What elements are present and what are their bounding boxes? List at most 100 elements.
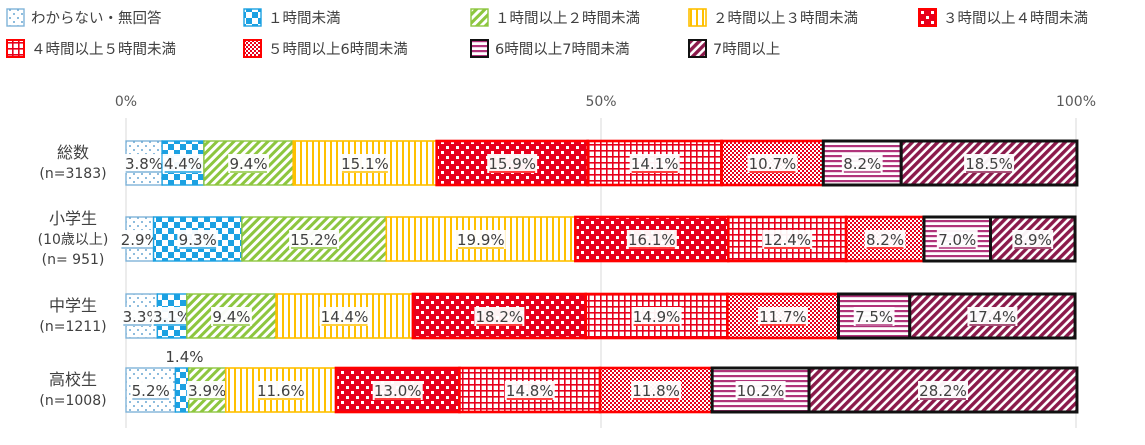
data-label: 14.4% <box>321 308 369 326</box>
data-label: 7.0% <box>938 231 976 249</box>
data-label: 18.2% <box>476 308 524 326</box>
data-label-bg <box>130 381 172 400</box>
category-label: (n= 951) <box>42 252 105 268</box>
data-label-bg <box>455 230 506 249</box>
data-label-bg <box>228 154 269 173</box>
data-label-bg <box>629 154 680 173</box>
category-labels: 総数 (n=3183) 小学生 (10歳以上) (n= 951) 中学生 (n=1211) 高… <box>38 143 109 409</box>
legend-label: 6時間以上7時間未満 <box>495 41 629 58</box>
legend-item: ３時間以上４時間未満 <box>918 8 1088 27</box>
data-label-bg <box>757 307 808 326</box>
x-tick-labels: 0% 50% 100% <box>115 94 1096 110</box>
legend-swatch <box>470 39 489 58</box>
data-label: 15.9% <box>488 155 536 173</box>
data-label-bg <box>177 230 219 249</box>
data-label-bg <box>504 381 555 400</box>
data-label-bg <box>864 230 906 249</box>
category-label: (n=3183) <box>39 166 106 182</box>
data-label: 17.4% <box>969 308 1017 326</box>
legend-item: ２時間以上３時間未満 <box>688 8 858 27</box>
legend-swatch <box>6 8 25 27</box>
bar-segment <box>837 292 912 340</box>
data-label-bg <box>123 154 165 173</box>
data-label: 10.2% <box>737 382 785 400</box>
data-label-bg <box>626 230 677 249</box>
category-label: (10歳以上) <box>38 232 109 248</box>
data-label-bg <box>255 381 306 400</box>
data-label: 15.2% <box>290 231 338 249</box>
legend-swatch <box>6 39 25 58</box>
data-label-bg <box>918 381 968 400</box>
data-label: 14.1% <box>631 155 679 173</box>
legend-item: ４時間以上５時間未満 <box>6 39 176 58</box>
x-tick-label: 0% <box>115 94 137 110</box>
data-label: 19.9% <box>457 231 505 249</box>
x-tick-label: 50% <box>585 94 616 110</box>
bars-layer: 3.8% 4.4% 9.4% 15.1% 15.9% 14.1% 10.7% 8.2% 18.5… <box>119 139 1079 414</box>
data-label: 9.3% <box>179 231 217 249</box>
data-label: 8.2% <box>843 155 881 173</box>
data-label: 10.7% <box>749 155 797 173</box>
data-label: 4.4% <box>164 155 202 173</box>
data-label-bg <box>841 154 883 173</box>
data-label-bg <box>474 307 525 326</box>
category-label: (n=1008) <box>39 393 106 409</box>
bar-segment <box>844 215 926 263</box>
legend-label: ５時間以上6時間未満 <box>268 41 408 58</box>
data-label: 2.9% <box>121 231 159 249</box>
bar-row: 3.8% 4.4% 9.4% 15.1% 15.9% 14.1% 10.7% 8.2% 18.5… <box>123 139 1079 187</box>
legend-label: １時間以上２時間未満 <box>495 10 640 27</box>
data-label-bg <box>372 381 423 400</box>
data-label: 3.8% <box>125 155 163 173</box>
x-tick-label: 100% <box>1056 94 1096 110</box>
data-label-bg <box>631 307 682 326</box>
data-label: 3.3% <box>123 308 161 326</box>
legend-swatch <box>688 8 707 27</box>
legend-item: 6時間以上7時間未満 <box>470 39 629 58</box>
data-label-bg <box>762 230 813 249</box>
legend-item: １時間未満 <box>243 8 341 27</box>
data-label-bg <box>162 154 204 173</box>
data-label-bg <box>967 307 1018 326</box>
data-label: 16.1% <box>628 231 676 249</box>
legend-label: わからない・無回答 <box>31 10 162 27</box>
data-label: 14.8% <box>506 382 554 400</box>
data-label-bg <box>186 381 228 400</box>
legend-label: 7時間以上 <box>713 41 780 58</box>
data-label-bg <box>631 381 682 400</box>
legend-label: ４時間以上５時間未満 <box>31 41 176 58</box>
legend-label: １時間未満 <box>268 10 341 27</box>
data-label-bg <box>289 230 340 249</box>
data-label-bg <box>747 154 798 173</box>
data-label: 9.4% <box>212 308 250 326</box>
data-label: 28.2% <box>919 382 967 400</box>
data-label-bg <box>211 307 252 326</box>
bar-row: 2.9% 9.3% 15.2% 19.9% 16.1% 12.4% 8.2% 7.0% 8.9% <box>119 215 1077 263</box>
data-label: 11.6% <box>257 382 305 400</box>
data-label: 12.4% <box>763 231 811 249</box>
data-label-bg <box>151 307 193 326</box>
data-label: 11.8% <box>632 382 680 400</box>
data-label: 18.5% <box>965 155 1013 173</box>
legend-swatch <box>243 8 262 27</box>
category-label: 総数 <box>57 143 89 162</box>
data-label: 8.9% <box>1014 231 1052 249</box>
legend-item: １時間以上２時間未満 <box>470 8 640 27</box>
bar-segment <box>174 367 190 413</box>
legend: わからない・無回答 １時間未満 １時間以上２時間未満 ２時間以上３時間未満 ３時間以上４… <box>6 8 1088 58</box>
legend-swatch <box>243 39 262 58</box>
category-label: 中学生 <box>49 296 97 315</box>
data-label: 8.2% <box>866 231 904 249</box>
legend-swatch <box>470 8 489 27</box>
legend-item: 7時間以上 <box>688 39 780 58</box>
data-label: 9.4% <box>229 155 267 173</box>
data-label: 13.0% <box>374 382 422 400</box>
data-label: 7.5% <box>855 308 893 326</box>
data-label: 15.1% <box>341 155 389 173</box>
bar-row: 3.3%3.1% 9.4% 14.4% 18.2% 14.9% 11.7% 7.5% 17.4… <box>121 292 1077 340</box>
data-label-bg <box>964 154 1015 173</box>
data-label: 11.7% <box>759 308 807 326</box>
data-label: 1.4% <box>165 348 203 366</box>
data-label-bg <box>339 154 390 173</box>
